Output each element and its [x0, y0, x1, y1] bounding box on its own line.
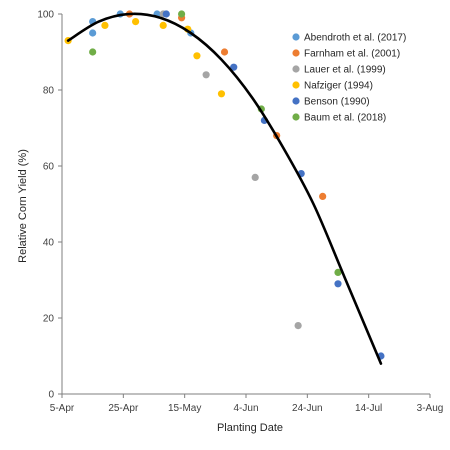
legend-label: Nafziger (1994) — [304, 81, 373, 92]
x-tick-label: 24-Jun — [292, 403, 323, 414]
data-point — [89, 48, 97, 56]
data-point — [334, 280, 342, 288]
y-tick-label: 0 — [48, 390, 54, 401]
trend-layer — [66, 12, 383, 365]
legend: Abendroth et al. (2017) Farnham et al. (2… — [292, 33, 406, 124]
x-tick-label: 3-Aug — [417, 403, 444, 414]
y-tick-label: 60 — [43, 162, 55, 173]
data-point — [217, 90, 226, 98]
data-point — [178, 10, 186, 18]
x-axis-title: Planting Date — [217, 422, 283, 434]
y-tick-label: 20 — [43, 314, 55, 325]
data-point — [159, 21, 167, 29]
legend-marker — [292, 81, 300, 89]
data-point — [294, 322, 302, 330]
x-tick-label: 15-May — [168, 403, 201, 414]
x-tick-label: 14-Jul — [355, 403, 382, 414]
data-point — [193, 52, 201, 60]
trend-line — [66, 12, 383, 365]
data-point — [220, 48, 229, 56]
points-layer — [64, 10, 385, 360]
data-point — [230, 63, 238, 71]
data-point — [334, 268, 342, 276]
legend-marker — [292, 113, 300, 121]
legend-marker — [292, 97, 300, 105]
x-tick-label: 5-Apr — [50, 403, 75, 414]
legend-label: Abendroth et al. (2017) — [304, 33, 406, 44]
legend-marker — [292, 33, 300, 41]
legend-marker — [292, 49, 300, 57]
y-axis-title: Relative Corn Yield (%) — [17, 149, 29, 263]
data-point — [89, 29, 97, 37]
y-tick-label: 80 — [43, 86, 55, 97]
data-point — [251, 173, 259, 181]
x-tick-label: 4-Jun — [233, 403, 258, 414]
legend-label: Lauer et al. (1999) — [304, 65, 386, 76]
data-point — [162, 10, 170, 18]
legend-label: Benson (1990) — [304, 97, 370, 108]
ticks-layer: 0 20 40 60 80 100 5-Apr 25-Apr 15-May 4-Jun 24-Jun… — [37, 10, 443, 415]
legend-label: Baum et al. (2018) — [304, 113, 386, 124]
data-point — [132, 18, 140, 26]
y-tick-label: 100 — [37, 10, 54, 21]
y-tick-label: 40 — [43, 238, 55, 249]
legend-marker — [292, 65, 300, 73]
data-point — [319, 192, 327, 200]
data-point — [202, 71, 210, 79]
x-tick-label: 25-Apr — [108, 403, 139, 414]
legend-label: Farnham et al. (2001) — [304, 49, 400, 60]
data-point — [101, 21, 109, 29]
